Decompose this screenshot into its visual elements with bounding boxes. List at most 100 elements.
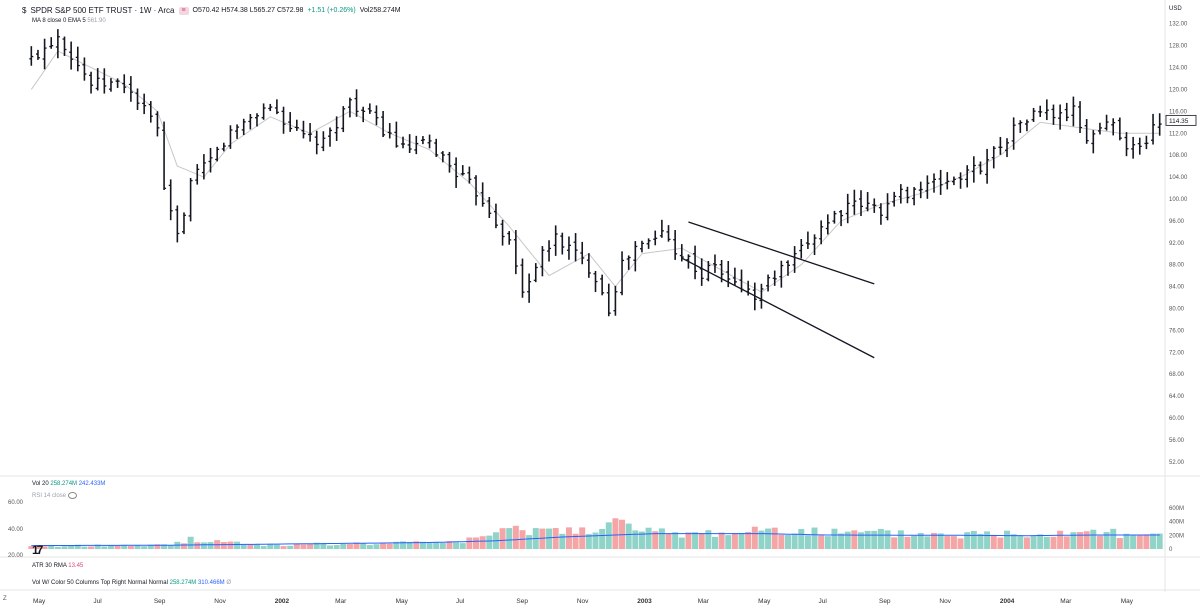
ohlc-bar[interactable] [301, 120, 306, 139]
ohlc-bar[interactable] [792, 246, 797, 273]
ohlc-bar[interactable] [29, 46, 34, 66]
ohlc-bar[interactable] [759, 283, 764, 309]
ohlc-bar[interactable] [49, 37, 54, 49]
ohlc-bar[interactable] [493, 203, 498, 229]
ohlc-bar[interactable] [712, 254, 717, 273]
ohlc-bar[interactable] [507, 231, 512, 245]
ohlc-bar[interactable] [248, 114, 253, 130]
ohlc-bar[interactable] [162, 121, 167, 191]
ohlc-bar[interactable] [892, 191, 897, 207]
ohlc-bar[interactable] [208, 147, 213, 173]
trendline[interactable] [681, 257, 875, 359]
ohlc-bar[interactable] [852, 189, 857, 215]
ohlc-bar[interactable] [62, 36, 67, 56]
ohlc-bar[interactable] [1157, 113, 1162, 136]
ohlc-bar[interactable] [261, 103, 266, 120]
ohlc-bar[interactable] [912, 187, 917, 206]
ohlc-bar[interactable] [905, 186, 910, 204]
rsi-indicator-legend[interactable]: RSI 14 close [32, 492, 77, 499]
ohlc-bar[interactable] [872, 198, 877, 213]
ohlc-bar[interactable] [268, 103, 273, 112]
ohlc-bar[interactable] [600, 274, 605, 296]
ohlc-bar[interactable] [440, 151, 445, 163]
ohlc-bar[interactable] [971, 156, 976, 183]
symbol-title[interactable]: SPDR S&P 500 ETF TRUST · 1W · Arca [30, 6, 175, 15]
ohlc-bar[interactable] [533, 263, 538, 283]
ohlc-bar[interactable] [434, 138, 439, 157]
ohlc-bar[interactable] [1058, 104, 1063, 130]
zoom-toggle[interactable]: Z [3, 596, 7, 602]
ohlc-bar[interactable] [274, 99, 279, 115]
ohlc-bar[interactable] [932, 173, 937, 193]
ohlc-bar[interactable] [606, 283, 611, 317]
ohlc-bar[interactable] [467, 166, 472, 184]
ohlc-bar[interactable] [168, 179, 173, 221]
ohlc-bar[interactable] [221, 142, 226, 152]
ohlc-bar[interactable] [454, 157, 459, 188]
ohlc-bar[interactable] [945, 172, 950, 190]
vol-indicator-legend[interactable]: Vol 20 258.274M 242.433M [32, 481, 105, 487]
ohlc-bar[interactable] [978, 161, 983, 175]
ohlc-bar[interactable] [918, 181, 923, 199]
ohlc-bar[interactable] [653, 230, 658, 246]
ohlc-bar[interactable] [427, 134, 432, 149]
ohlc-bar[interactable] [254, 113, 259, 127]
ohlc-bar[interactable] [580, 241, 585, 265]
ohlc-bar[interactable] [626, 255, 631, 270]
ohlc-bar[interactable] [566, 236, 571, 260]
ohlc-bar[interactable] [1144, 135, 1149, 150]
ohlc-bar[interactable] [812, 234, 817, 256]
alert-badge-icon[interactable]: ≡ [178, 6, 189, 15]
ohlc-bar[interactable] [394, 121, 399, 148]
ohlc-bar[interactable] [693, 245, 698, 280]
ohlc-bar[interactable] [805, 231, 810, 249]
ohlc-bar[interactable] [82, 57, 87, 81]
ohlc-bar[interactable] [766, 274, 771, 292]
ohlc-bar[interactable] [55, 29, 60, 59]
ohlc-bar[interactable] [998, 136, 1003, 155]
ohlc-bar[interactable] [42, 38, 47, 70]
ohlc-bar[interactable] [288, 112, 293, 132]
ohlc-bar[interactable] [573, 233, 578, 262]
ohlc-bar[interactable] [666, 225, 671, 242]
ohlc-bar[interactable] [195, 164, 200, 185]
ohlc-bar[interactable] [965, 165, 970, 188]
ohlc-bar[interactable] [354, 89, 359, 117]
ohlc-bar[interactable] [480, 182, 485, 207]
ohlc-bar[interactable] [155, 111, 160, 137]
ohlc-bar[interactable] [361, 106, 366, 123]
ma-indicator-legend[interactable]: MA 8 close 0 EMA 5 561.90 [32, 18, 106, 24]
ohlc-bar[interactable] [520, 258, 525, 298]
eye-icon[interactable] [67, 492, 77, 499]
ohlc-bar[interactable] [487, 197, 492, 218]
ohlc-bar[interactable] [294, 119, 299, 131]
ohlc-bar[interactable] [1064, 102, 1069, 122]
ohlc-bar[interactable] [1024, 119, 1029, 132]
ohlc-bar[interactable] [142, 93, 147, 115]
ohlc-bar[interactable] [102, 68, 107, 94]
ohlc-bar[interactable] [188, 177, 193, 222]
ohlc-bar[interactable] [401, 136, 406, 149]
ohlc-bar[interactable] [839, 209, 844, 227]
ohlc-bar[interactable] [985, 148, 990, 184]
ohlc-bar[interactable] [1124, 132, 1129, 157]
ohlc-bar[interactable] [69, 41, 74, 70]
ohlc-bar[interactable] [1018, 120, 1023, 133]
ohlc-bar[interactable] [620, 251, 625, 296]
ohlc-bar[interactable] [175, 205, 180, 243]
ohlc-bar[interactable] [181, 212, 186, 235]
ohlc-bar[interactable] [825, 214, 830, 235]
ohlc-bar[interactable] [201, 154, 206, 180]
currency-axis-label[interactable]: USD [1169, 6, 1182, 12]
ohlc-bar[interactable] [314, 130, 319, 155]
ohlc-bar[interactable] [659, 219, 664, 238]
ohlc-bar[interactable] [639, 240, 644, 253]
ohlc-bar[interactable] [1137, 137, 1142, 155]
ohlc-bar[interactable] [420, 136, 425, 145]
ohlc-bar[interactable] [235, 124, 240, 139]
ohlc-bar[interactable] [1044, 99, 1049, 121]
ohlc-bar[interactable] [334, 116, 339, 141]
ohlc-bar[interactable] [858, 190, 863, 217]
ohlc-bar[interactable] [540, 246, 545, 277]
ohlc-bar[interactable] [500, 219, 505, 246]
